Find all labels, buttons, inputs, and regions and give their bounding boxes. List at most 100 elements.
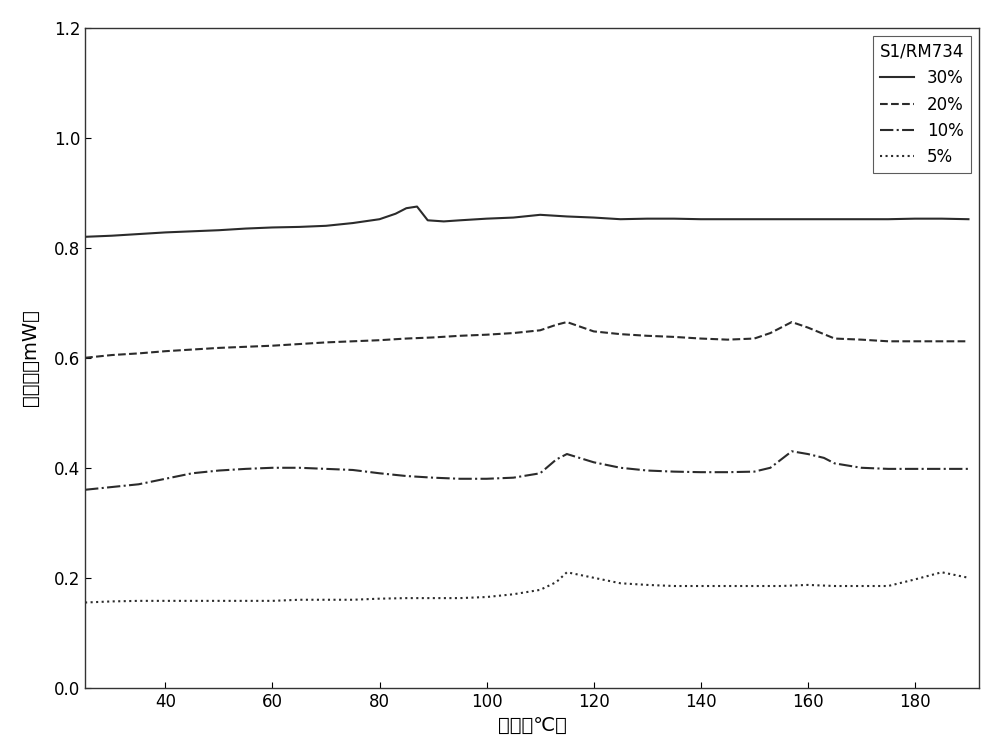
10%	[374, 469, 386, 478]
Legend: 30%, 20%, 10%, 5%: 30%, 20%, 10%, 5%	[873, 36, 971, 173]
10%	[722, 468, 734, 477]
30%	[936, 214, 948, 223]
30%	[909, 214, 921, 223]
30%	[722, 215, 734, 224]
30%	[855, 215, 867, 224]
10%	[79, 485, 91, 494]
Line: 20%: 20%	[85, 322, 968, 358]
30%	[293, 222, 305, 231]
20%	[159, 347, 171, 356]
20%	[240, 342, 252, 352]
30%	[962, 215, 974, 224]
5%	[159, 596, 171, 606]
5%	[614, 579, 626, 588]
10%	[668, 467, 680, 476]
30%	[390, 209, 402, 218]
5%	[641, 581, 653, 590]
5%	[695, 581, 707, 590]
5%	[668, 581, 680, 590]
10%	[213, 466, 225, 475]
30%	[213, 226, 225, 235]
20%	[668, 333, 680, 342]
20%	[722, 335, 734, 344]
30%	[240, 224, 252, 233]
5%	[79, 598, 91, 607]
30%	[588, 213, 600, 222]
20%	[481, 330, 493, 339]
30%	[507, 213, 519, 222]
20%	[695, 334, 707, 343]
10%	[507, 473, 519, 482]
10%	[764, 463, 776, 472]
30%	[320, 222, 332, 231]
5%	[550, 578, 562, 587]
20%	[829, 334, 841, 343]
5%	[802, 581, 814, 590]
20%	[909, 336, 921, 345]
30%	[266, 223, 278, 232]
30%	[159, 228, 171, 237]
5%	[882, 581, 894, 590]
5%	[374, 594, 386, 603]
5%	[829, 581, 841, 590]
20%	[507, 329, 519, 338]
30%	[422, 215, 434, 225]
20%	[293, 339, 305, 349]
20%	[79, 353, 91, 362]
10%	[802, 450, 814, 459]
20%	[454, 331, 466, 340]
10%	[240, 464, 252, 473]
5%	[481, 593, 493, 602]
5%	[534, 585, 546, 594]
5%	[320, 595, 332, 604]
20%	[855, 335, 867, 344]
30%	[79, 232, 91, 241]
5%	[293, 595, 305, 604]
20%	[802, 323, 814, 332]
30%	[614, 215, 626, 224]
5%	[936, 568, 948, 577]
30%	[186, 227, 198, 236]
10%	[133, 480, 145, 489]
20%	[186, 345, 198, 354]
X-axis label: 温度（℃）: 温度（℃）	[498, 716, 567, 735]
10%	[266, 463, 278, 472]
5%	[909, 575, 921, 584]
5%	[722, 581, 734, 590]
10%	[427, 473, 439, 482]
10%	[614, 463, 626, 472]
30%	[775, 215, 787, 224]
5%	[775, 581, 787, 590]
10%	[106, 482, 118, 491]
20%	[534, 326, 546, 335]
30%	[534, 210, 546, 219]
20%	[106, 351, 118, 360]
5%	[427, 593, 439, 603]
20%	[347, 336, 359, 345]
10%	[561, 450, 573, 459]
5%	[266, 596, 278, 606]
10%	[293, 463, 305, 472]
5%	[400, 593, 412, 603]
30%	[802, 215, 814, 224]
10%	[962, 464, 974, 473]
20%	[400, 334, 412, 343]
Line: 5%: 5%	[85, 572, 968, 603]
5%	[213, 596, 225, 606]
5%	[186, 596, 198, 606]
Line: 10%: 10%	[85, 451, 968, 490]
30%	[454, 215, 466, 225]
20%	[936, 336, 948, 345]
5%	[240, 596, 252, 606]
10%	[159, 474, 171, 483]
30%	[829, 215, 841, 224]
10%	[588, 457, 600, 466]
5%	[507, 590, 519, 599]
30%	[748, 215, 760, 224]
10%	[481, 474, 493, 483]
5%	[347, 595, 359, 604]
5%	[962, 573, 974, 582]
10%	[882, 464, 894, 473]
30%	[561, 212, 573, 221]
5%	[748, 581, 760, 590]
